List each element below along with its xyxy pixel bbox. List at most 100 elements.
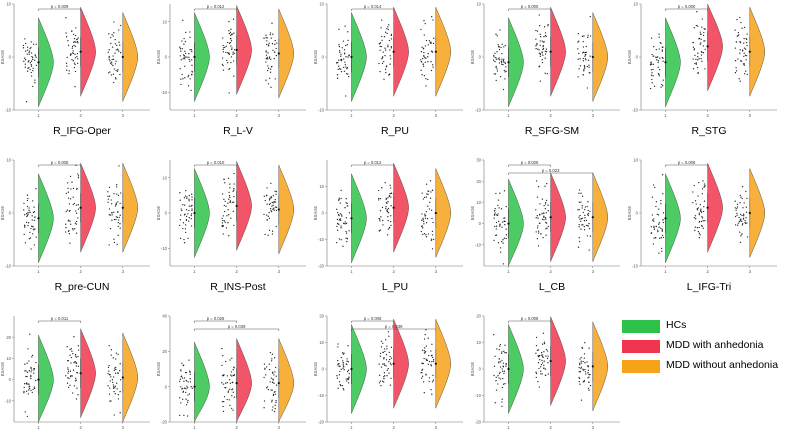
data-point — [383, 378, 385, 380]
data-point — [30, 366, 32, 369]
data-point — [339, 365, 341, 367]
data-point — [24, 59, 27, 61]
data-point — [345, 44, 347, 47]
data-point — [269, 32, 272, 34]
data-point — [34, 59, 36, 61]
data-point — [226, 381, 228, 384]
data-point — [69, 384, 71, 386]
data-point — [76, 40, 79, 43]
data-point — [540, 36, 542, 38]
median-marker-group-1 — [507, 61, 510, 64]
data-point — [498, 358, 500, 360]
data-point — [223, 198, 225, 200]
data-point — [738, 216, 740, 219]
data-point — [72, 50, 74, 52]
data-point — [191, 208, 193, 210]
data-point — [537, 225, 539, 227]
data-point — [497, 213, 499, 215]
data-point — [265, 195, 268, 197]
data-point — [271, 230, 274, 232]
data-point — [342, 365, 344, 367]
data-point — [578, 226, 580, 228]
data-point — [432, 66, 434, 68]
data-point — [662, 212, 665, 214]
median-marker-group-1 — [664, 61, 667, 64]
data-point — [115, 216, 117, 218]
data-point — [501, 240, 503, 243]
data-point — [739, 49, 741, 51]
data-point — [69, 175, 72, 178]
data-point — [390, 364, 392, 366]
y-axis-label: BSAGE — [0, 206, 5, 221]
y-tick-label: -10 — [161, 90, 168, 95]
data-point — [190, 218, 192, 220]
data-point — [185, 404, 188, 406]
data-point — [225, 51, 227, 54]
data-point — [267, 67, 270, 69]
data-point — [432, 356, 434, 359]
data-point — [23, 60, 25, 62]
data-point — [186, 415, 189, 417]
data-point — [31, 391, 33, 394]
data-point — [543, 36, 545, 38]
data-point — [69, 242, 71, 244]
data-point — [26, 205, 29, 208]
data-point — [179, 237, 182, 239]
data-point — [702, 45, 705, 47]
data-point — [535, 29, 537, 32]
data-point — [28, 370, 30, 372]
y-tick-label: 0 — [9, 377, 12, 382]
y-tick-label: 0 — [165, 384, 168, 389]
data-point — [347, 31, 349, 33]
data-point — [185, 371, 187, 374]
data-point — [496, 348, 498, 350]
data-point — [26, 415, 29, 418]
data-point — [581, 217, 584, 219]
data-point — [379, 197, 382, 200]
data-point — [737, 58, 739, 60]
data-point — [74, 222, 77, 224]
data-point — [697, 25, 699, 27]
data-point — [266, 386, 269, 388]
data-point — [28, 60, 30, 62]
data-point — [505, 365, 507, 367]
data-point — [498, 62, 501, 64]
data-point — [74, 355, 77, 357]
data-point — [498, 57, 500, 59]
p-value-label: p = 0.005 — [51, 160, 69, 165]
data-point — [187, 394, 189, 396]
data-point — [425, 210, 427, 213]
y-axis-label: BSAGE — [470, 50, 475, 65]
data-point — [499, 361, 502, 363]
data-point — [223, 373, 225, 376]
data-point — [27, 224, 29, 227]
data-point — [495, 389, 498, 391]
data-point — [578, 366, 580, 369]
data-point — [737, 31, 740, 34]
data-point — [662, 79, 664, 81]
data-point — [589, 55, 591, 57]
panel-title: R_pre-CUN — [55, 281, 110, 293]
data-point — [179, 414, 181, 417]
data-point — [657, 60, 659, 62]
data-point — [77, 349, 80, 351]
data-point — [501, 401, 503, 403]
data-point — [183, 56, 185, 58]
data-point — [423, 54, 425, 57]
legend-swatch-mdd-without-anhedonia — [622, 360, 660, 373]
data-point — [389, 358, 391, 361]
data-point — [382, 342, 384, 345]
data-point — [544, 203, 547, 205]
data-point — [501, 351, 503, 353]
data-point — [378, 382, 381, 384]
data-point — [117, 221, 119, 224]
x-tick-label: 1 — [350, 269, 353, 274]
data-point — [537, 362, 540, 364]
data-point — [741, 27, 743, 29]
data-point — [694, 62, 696, 65]
data-point — [421, 349, 424, 351]
data-point — [73, 361, 75, 364]
data-point — [493, 217, 495, 219]
data-point — [25, 100, 28, 103]
legend-label-hcs: HCs — [666, 319, 687, 331]
